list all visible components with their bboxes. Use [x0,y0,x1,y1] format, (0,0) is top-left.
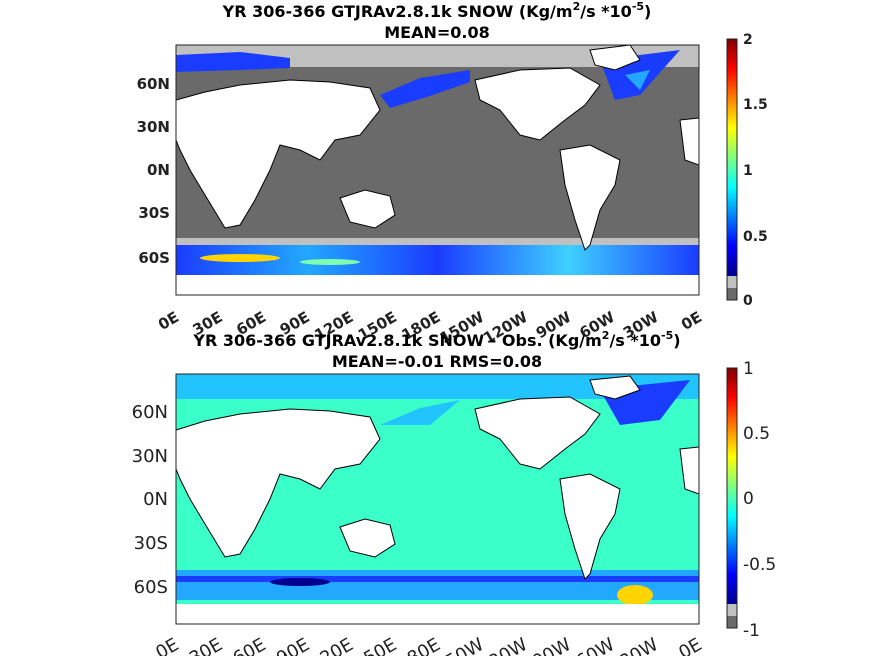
colorbar-bottom [727,368,737,604]
colorbar-bottom-frame [726,367,738,629]
y-tick-label: 60N [132,402,168,423]
colorbar-tick-label: 0 [743,489,754,509]
colorbar-tick-label: 0 [743,293,753,309]
atlantic-snow-core [625,70,650,90]
colorbar-top-frame [726,38,738,301]
y-tick-label: 60N [137,75,170,93]
x-tick-label: 30E [186,634,226,656]
panel-bottom-subtitle: MEAN=-0.01 RMS=0.08 [332,352,542,371]
panel-bottom-map [176,374,699,624]
x-tick-label: 120E [307,634,357,656]
x-tick-label: 60E [229,634,269,656]
southern-anomaly-band [176,570,699,600]
panel-top-subtitle: MEAN=0.08 [384,23,490,42]
arctic-snow-band [176,52,290,72]
x-tick-label: 30W [616,634,662,656]
colorbar-tick-label: 0.5 [743,229,768,245]
antarctica [176,275,699,295]
colorbar-tick-label: 0.5 [743,424,770,444]
colorbar-ice-swatch [727,604,737,616]
x-tick-label: 90W [529,634,575,656]
colorbar-land-swatch [727,616,737,628]
y-tick-label: 30S [134,533,168,554]
panel-top-title: YR 306-366 GTJRAv2.8.1k SNOW (Kg/m2/s *1… [222,0,652,21]
y-tick-label: 60S [138,249,170,267]
x-tick-label: 60W [573,634,619,656]
x-tick-label: 150E [350,634,400,656]
antarctic-ice-edge [176,238,699,248]
panel-top: YR 306-366 GTJRAv2.8.1k SNOW (Kg/m2/s *1… [137,0,768,347]
snow-max-patch [200,254,280,262]
continents [176,45,699,251]
colorbar-ice-swatch [727,276,737,288]
y-tick-label: 0N [147,161,170,179]
pacific-anomaly [380,400,460,425]
panel-bottom-frame [175,373,700,625]
colorbar-tick-label: -0.5 [743,555,776,575]
positive-anomaly-patch [617,585,653,605]
colorbar-tick-label: 2 [743,32,753,48]
y-tick-label: 30N [132,446,168,467]
strong-negative-patch [270,578,330,586]
x-tick-label: 0E [675,634,705,656]
x-tick-label: 0E [152,634,182,656]
y-tick-label: 30N [137,118,170,136]
colorbar-tick-label: 1 [743,163,753,179]
panel-top-frame [175,44,700,296]
continents [176,375,699,580]
colorbar-top [727,39,737,276]
y-tick-label: 30S [138,204,170,222]
panel-bottom-title: YR 306-366 GTJRAv2.8.1k SNOW - Obs. (Kg/… [192,329,680,350]
x-tick-label: 0E [155,308,182,334]
snow-high-patch [300,259,360,265]
colorbar-zero-swatch [727,288,737,300]
colorbar-tick-label: 1 [743,359,754,379]
colorbar-tick-label: 1.5 [743,97,768,113]
panel-top-map [176,45,699,295]
antarctica [176,604,699,624]
colorbar-tick-label: -1 [743,621,760,641]
arctic-ice [176,45,699,67]
x-tick-label: 180E [394,634,444,656]
panel-bottom: YR 306-366 GTJRAv2.8.1k SNOW - Obs. (Kg/… [132,329,777,656]
y-tick-label: 0N [143,489,168,510]
x-tick-label: 0E [678,308,705,334]
southern-negative-core [176,576,699,582]
x-tick-labels: 0E30E60E90E120E150E180E150W120W90W60W30W… [152,634,705,656]
x-tick-label: 90E [273,634,313,656]
north-pacific-snow [380,70,470,108]
y-tick-label: 60S [134,577,168,598]
